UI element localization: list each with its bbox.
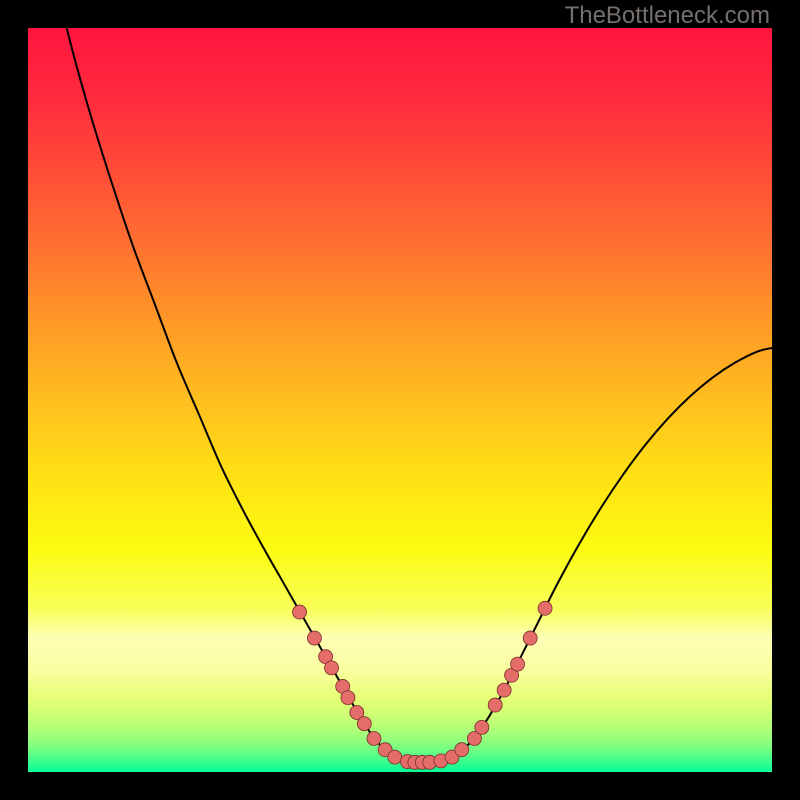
marker-dot: [475, 720, 489, 734]
marker-dot: [388, 750, 402, 764]
marker-dot: [488, 698, 502, 712]
chart-svg: [28, 28, 772, 772]
marker-dot: [293, 605, 307, 619]
marker-dot: [538, 601, 552, 615]
plot-area: [28, 28, 772, 772]
marker-dot: [497, 683, 511, 697]
marker-dot: [325, 661, 339, 675]
marker-dot: [307, 631, 321, 645]
marker-dot: [511, 657, 525, 671]
watermark-text: TheBottleneck.com: [565, 2, 770, 30]
marker-dot: [341, 691, 355, 705]
marker-dot: [357, 717, 371, 731]
marker-dot: [523, 631, 537, 645]
marker-dot: [367, 732, 381, 746]
marker-dot: [455, 743, 469, 757]
gradient-background: [28, 28, 772, 772]
